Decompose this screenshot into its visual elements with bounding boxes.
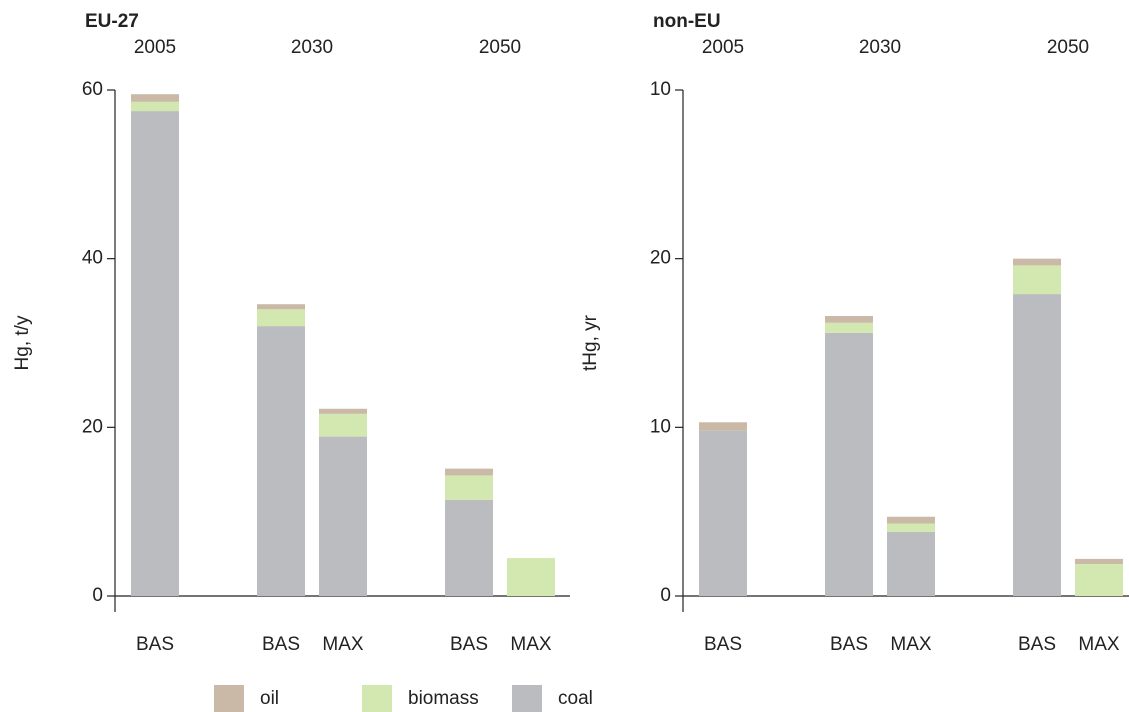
bar-segment: [319, 436, 367, 596]
bar-segment: [257, 304, 305, 310]
x-tick-label: BAS: [704, 634, 742, 655]
bar-segment: [825, 316, 873, 323]
legend-swatch: [362, 685, 392, 712]
bar-segment: [699, 422, 747, 431]
bar-segment: [887, 516, 935, 524]
bar-segment: [1013, 265, 1061, 295]
y-axis-title: Hg, t/y: [12, 315, 33, 370]
group-label: 2030: [291, 37, 333, 58]
legend-label: oil: [260, 688, 279, 709]
legend-label: biomass: [408, 688, 479, 709]
legend-swatch: [512, 685, 542, 712]
bar-segment: [699, 430, 747, 596]
y-tick-label: 40: [82, 248, 103, 269]
y-tick-label: 20: [82, 416, 103, 437]
chart-title: EU-27: [85, 11, 139, 32]
x-tick-label: MAX: [1078, 634, 1120, 655]
bar-segment: [257, 326, 305, 596]
bar-segment: [445, 468, 493, 476]
bar-segment: [257, 309, 305, 327]
x-tick-label: BAS: [450, 634, 488, 655]
y-tick-label: 0: [660, 585, 671, 606]
bar-segment: [507, 558, 555, 596]
y-tick-label: 10: [650, 416, 671, 437]
bar-segment: [825, 322, 873, 333]
y-tick-label: 10: [650, 79, 671, 100]
bar-segment: [445, 475, 493, 500]
x-tick-label: BAS: [830, 634, 868, 655]
group-label: 2005: [134, 37, 176, 58]
legend-swatch: [214, 685, 244, 712]
chart-title: non-EU: [653, 11, 721, 32]
bar-segment: [1013, 294, 1061, 596]
y-tick-label: 20: [650, 248, 671, 269]
bar-segment: [319, 408, 367, 414]
x-tick-label: MAX: [890, 634, 932, 655]
bar-segment: [131, 101, 179, 112]
group-label: 2050: [479, 37, 521, 58]
bar-segment: [887, 531, 935, 596]
x-tick-label: MAX: [322, 634, 364, 655]
bar-segment: [1075, 558, 1123, 564]
bar-segment: [825, 332, 873, 596]
x-tick-label: BAS: [262, 634, 300, 655]
bar-segment: [319, 413, 367, 437]
group-label: 2005: [702, 37, 744, 58]
group-label: 2030: [859, 37, 901, 58]
bar-segment: [445, 499, 493, 596]
bar-segment: [887, 523, 935, 532]
y-tick-label: 60: [82, 79, 103, 100]
bar-segment: [1075, 563, 1123, 596]
bar-segment: [131, 111, 179, 596]
bar-segment: [1013, 258, 1061, 266]
group-label: 2050: [1047, 37, 1089, 58]
y-axis-title: tHg, yr: [580, 314, 601, 371]
legend-label: coal: [558, 688, 593, 709]
x-tick-label: BAS: [1018, 634, 1056, 655]
y-tick-label: 0: [92, 585, 103, 606]
bar-segment: [131, 94, 179, 102]
x-tick-label: BAS: [136, 634, 174, 655]
x-tick-label: MAX: [510, 634, 552, 655]
